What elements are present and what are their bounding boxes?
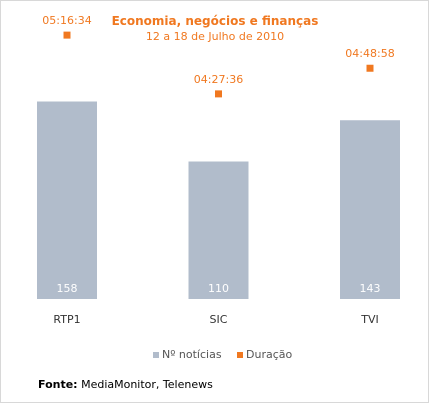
bar-value-label: 158: [57, 282, 78, 295]
category-label: TVI: [360, 313, 379, 326]
duration-label: 05:16:34: [42, 14, 91, 27]
chart-subtitle: 12 a 18 de Julho de 2010: [146, 30, 284, 43]
source-text: MediaMonitor, Telenews: [81, 378, 213, 391]
duration-label: 04:27:36: [194, 73, 243, 86]
duration-marker-sic: [215, 90, 222, 98]
legend-label-noticias: Nº notícias: [162, 348, 222, 361]
bar-sic: [188, 161, 249, 299]
duration-marker-tvi: [366, 64, 374, 72]
duration-marker-rtp1: [63, 31, 71, 39]
bar-value-label: 143: [360, 282, 381, 295]
legend-label-duracao: Duração: [246, 348, 292, 361]
duration-label: 04:48:58: [345, 47, 394, 60]
source-note: Fonte: MediaMonitor, Telenews: [38, 378, 213, 391]
legend-swatch-duracao: [237, 352, 243, 358]
bar-tvi: [340, 120, 400, 299]
bar-rtp1: [37, 101, 97, 299]
bar-value-label: 110: [208, 282, 229, 295]
source-label: Fonte:: [38, 378, 78, 391]
chart-title: Economia, negócios e finanças: [112, 14, 319, 28]
legend-swatch-noticias: [153, 352, 159, 358]
category-label: RTP1: [53, 313, 80, 326]
category-label: SIC: [210, 313, 228, 326]
